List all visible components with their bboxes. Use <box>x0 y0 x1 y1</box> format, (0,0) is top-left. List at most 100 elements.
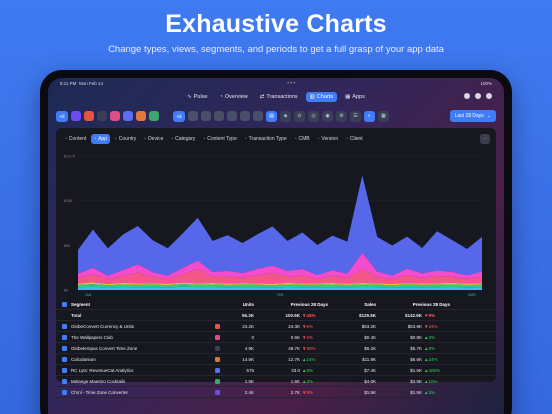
app-icon <box>215 334 220 340</box>
row-units: 1.6K <box>244 378 254 384</box>
row-checkbox[interactable] <box>62 367 67 373</box>
app-chip[interactable] <box>71 111 81 121</box>
chart-type-icon[interactable]: ▤ <box>266 110 277 122</box>
y-tick-label: $14.7K <box>64 155 76 159</box>
more-icon[interactable] <box>486 93 492 99</box>
segment-tab-country[interactable]: ◦ Country <box>112 134 139 144</box>
row-checkbox[interactable] <box>62 356 67 362</box>
app-icon: ◦ <box>94 136 97 142</box>
segment-tab-cmb[interactable]: ◦ CMB <box>292 134 313 144</box>
row-prev-sales: $1.5K <box>410 389 422 395</box>
country-chip[interactable] <box>240 111 250 121</box>
row-prev-sales: $1.5K <box>410 367 422 373</box>
y-tick-label: $0 <box>64 289 68 293</box>
app-chip[interactable] <box>110 111 120 121</box>
tab-pulse[interactable]: ∿ Pulse <box>183 92 211 102</box>
settings-icon[interactable]: ⚙ <box>336 110 347 122</box>
app-chip[interactable] <box>123 111 133 121</box>
row-checkbox[interactable] <box>62 334 67 340</box>
account-icon[interactable] <box>475 93 481 99</box>
row-label: GlobeConvert Currency & Units <box>71 323 135 329</box>
stacked-area-chart: $14.7K $10K $5K $0 JAN FEB MAR <box>64 155 482 297</box>
country-chip[interactable] <box>253 111 263 121</box>
area-series[interactable] <box>78 286 482 290</box>
total-units-pct: ▼44% <box>302 312 316 318</box>
y-tick-label: $10K <box>64 199 73 203</box>
row-units-pct: ▼5% <box>302 323 313 329</box>
period-selector-button[interactable]: Last 28 Days ⌄ <box>449 110 496 122</box>
segment-tab-content[interactable]: ◦ Content <box>62 134 89 144</box>
table-row[interactable]: GlobeConvert Currency & Units 23.2K 24.3K ▼… <box>56 321 496 332</box>
row-checkbox[interactable] <box>62 323 67 329</box>
segment-tab-content-type[interactable]: ◦ Content Type <box>200 134 239 144</box>
segment-tab-category[interactable]: ◦ Category <box>168 134 198 144</box>
header-units[interactable]: Units <box>242 301 254 307</box>
header-prev-sales[interactable]: Previous 28 Days <box>412 301 450 307</box>
row-sales: $0.4K <box>364 334 376 340</box>
row-checkbox[interactable] <box>62 378 67 384</box>
table-row[interactable]: Melange Maestro Cocktails 1.6K 1.6K ▲3% $4.0… <box>56 376 496 387</box>
select-all-checkbox[interactable] <box>62 301 67 307</box>
chart-options-icon[interactable]: ⋯ <box>480 134 490 144</box>
tab-label: Apps <box>352 94 365 100</box>
all-countries-button[interactable]: All <box>173 110 185 122</box>
area-series[interactable] <box>78 284 482 288</box>
row-prev-sales: $0.8K <box>410 334 422 340</box>
filter-icon[interactable]: ⊙ <box>294 110 305 122</box>
table-row[interactable]: Globetempus Convert Time Zone 4.9K 48.7K ▼9… <box>56 343 496 354</box>
country-filter-chips <box>188 111 263 121</box>
app-filter-chips <box>71 111 159 121</box>
segment-tab-transaction-type[interactable]: ◦ Transaction Type <box>242 134 290 144</box>
radar-icon[interactable]: ◉ <box>322 110 333 122</box>
hero-title-part1: Exhaustive <box>165 10 300 38</box>
row-sales: $6.2K <box>364 345 376 351</box>
country-chip[interactable] <box>214 111 224 121</box>
segment-tab-device[interactable]: ◦ Device <box>141 134 166 144</box>
segment-bar: ◦ Content ◦ App ◦ Country ◦ Device ◦ Category ◦ Con… <box>56 128 496 144</box>
header-sales[interactable]: Sales <box>364 301 376 307</box>
app-chip[interactable] <box>84 111 94 121</box>
row-sales: $4.0K <box>364 378 376 384</box>
hero-title-part2: Charts <box>306 10 387 38</box>
target-icon[interactable]: ◎ <box>308 110 319 122</box>
header-prev-units[interactable]: Previous 28 Days <box>290 301 328 307</box>
row-label: Chrnl - Time Zone Converter <box>71 389 129 395</box>
header-segment[interactable]: Segment <box>62 301 224 307</box>
table-row[interactable]: Chrnl - Time Zone Converter 2.4K 2.7K ▼9% $1… <box>56 387 496 398</box>
compare-icon[interactable]: ◐ <box>364 110 375 122</box>
segment-tab-label: Content <box>68 136 87 142</box>
calendar-icon[interactable]: ▦ <box>378 110 389 122</box>
table-row[interactable]: RC Lytx: RevenueCat Analytics 575 33.0 ▲8% $… <box>56 365 496 376</box>
country-chip[interactable] <box>227 111 237 121</box>
segment-tab-app[interactable]: ◦ App <box>91 134 110 144</box>
tab-transactions[interactable]: ⇄ Transactions <box>256 92 302 102</box>
row-sales-pct: ▲406% <box>424 367 440 373</box>
table-row[interactable]: The Wallpapers Club 0 0.6K ▼2% $0.4K $0.8K ▲3% <box>56 332 496 343</box>
country-chip[interactable] <box>188 111 198 121</box>
total-sales: $129.8K <box>358 312 376 318</box>
view-toggle-icon[interactable]: ◈ <box>280 110 291 122</box>
segment-tab-client[interactable]: ◦ Client <box>343 134 366 144</box>
app-chip[interactable] <box>136 111 146 121</box>
area-series[interactable] <box>78 282 482 286</box>
list-icon[interactable]: ☰ <box>350 110 361 122</box>
table-row[interactable]: Calculanium 14.5K 12.7K ▲14% $11.8K $6.6K ▲24% <box>56 354 496 365</box>
area-series[interactable] <box>78 175 482 276</box>
area-series[interactable] <box>78 252 482 280</box>
tab-charts[interactable]: ▥ Charts <box>305 92 338 102</box>
all-apps-button[interactable]: All <box>56 110 68 122</box>
row-units-pct: ▲8% <box>302 367 313 373</box>
segment-tab-version[interactable]: ◦ Version <box>315 134 341 144</box>
row-checkbox[interactable] <box>62 345 67 351</box>
row-units-pct: ▲14% <box>302 356 316 362</box>
tab-overview[interactable]: ◔ Overview <box>216 92 252 102</box>
tab-apps[interactable]: ▦ Apps <box>341 92 369 102</box>
country-chip[interactable] <box>201 111 211 121</box>
notifications-icon[interactable] <box>464 93 470 99</box>
app-chip[interactable] <box>149 111 159 121</box>
header-segment-label: Segment <box>71 301 91 307</box>
row-units: 2.4K <box>244 389 254 395</box>
row-checkbox[interactable] <box>62 389 67 395</box>
app-chip[interactable] <box>97 111 107 121</box>
area-series[interactable] <box>78 268 482 284</box>
